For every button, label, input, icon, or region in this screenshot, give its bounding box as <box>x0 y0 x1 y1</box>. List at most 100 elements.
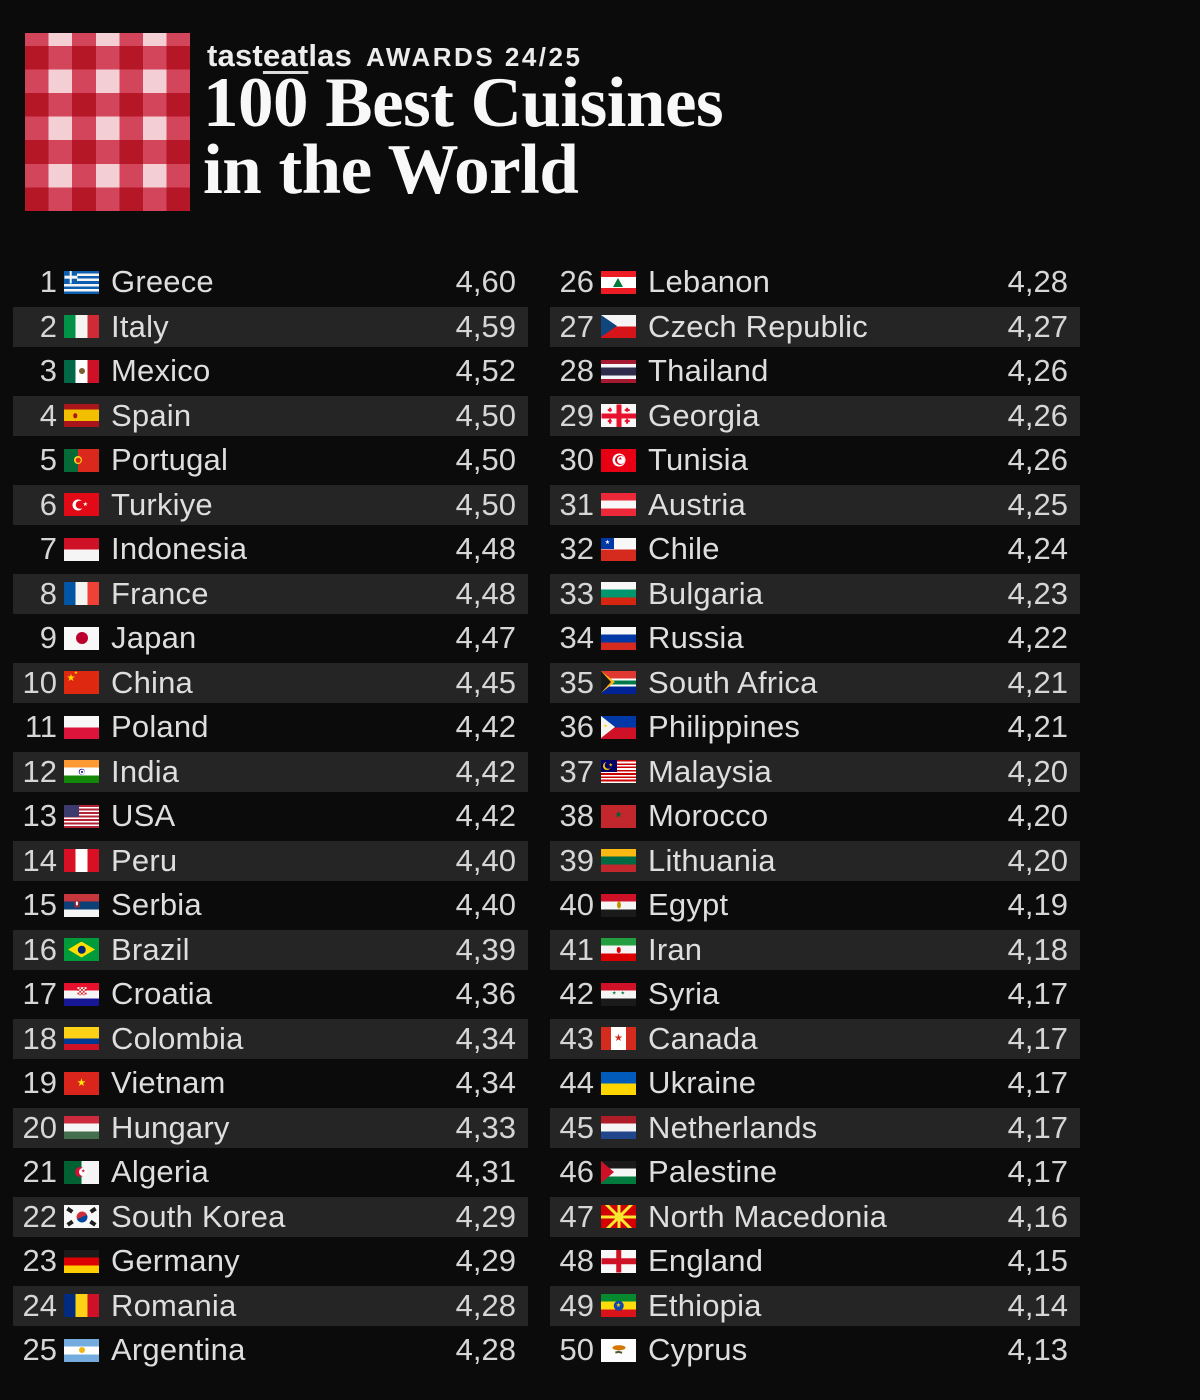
rank-number: 25 <box>22 1332 57 1367</box>
rank-number: 24 <box>22 1287 57 1323</box>
list-item: 36 ★ Philippines 4,21 <box>550 707 1080 747</box>
list-item: 33 Bulgaria 4,23 <box>550 573 1080 614</box>
flag-brazil <box>64 938 99 961</box>
rank-number: 19 <box>22 1065 57 1100</box>
rank-number: 7 <box>39 531 57 566</box>
country-name: India <box>111 753 180 789</box>
country-name: Poland <box>111 709 209 744</box>
score-value: 4,42 <box>455 753 516 789</box>
country-name: Russia <box>648 620 744 655</box>
list-item: 18 Colombia 4,34 <box>13 1018 528 1059</box>
rank-number: 20 <box>22 1109 57 1145</box>
country-name: Netherlands <box>648 1109 818 1145</box>
flag-serbia <box>64 893 99 917</box>
list-item: 13 USA 4,42 <box>13 796 528 836</box>
flag-romania <box>64 1294 99 1317</box>
score-value: 4,40 <box>455 842 516 878</box>
list-item: 2 Italy 4,59 <box>13 306 528 347</box>
score-value: 4,26 <box>1007 442 1068 477</box>
score-value: 4,50 <box>455 397 516 433</box>
flag-georgia <box>601 404 636 427</box>
rank-number: 36 <box>559 709 594 744</box>
rank-number: 47 <box>559 1198 594 1234</box>
country-name: Serbia <box>111 887 202 922</box>
score-value: 4,52 <box>455 353 516 388</box>
score-value: 4,18 <box>1007 931 1068 967</box>
rank-number: 35 <box>559 664 594 700</box>
list-item: 1 Greece 4,60 <box>13 262 528 302</box>
flag-indonesia <box>64 537 99 561</box>
page-title: 100 Best Cuisines in the World <box>203 68 724 209</box>
rank-number: 17 <box>22 976 57 1011</box>
rank-number: 34 <box>559 620 594 655</box>
flag-argentina <box>64 1338 99 1362</box>
score-value: 4,36 <box>455 976 516 1011</box>
list-item: 42 ★ ★ Syria 4,17 <box>550 974 1080 1014</box>
score-value: 4,27 <box>1007 308 1068 344</box>
list-item: 22 South Korea 4,29 <box>13 1196 528 1237</box>
country-name: Romania <box>111 1287 237 1323</box>
score-value: 4,17 <box>1007 976 1068 1011</box>
brand-line: tasteatlas AWARDS 24/25 <box>207 38 582 74</box>
country-name: North Macedonia <box>648 1198 888 1234</box>
score-value: 4,47 <box>455 620 516 655</box>
score-value: 4,39 <box>455 931 516 967</box>
flag-chile: ★ <box>601 537 636 561</box>
flag-algeria: ★ <box>64 1160 99 1184</box>
list-item: 9 Japan 4,47 <box>13 618 528 658</box>
list-item: 16 Brazil 4,39 <box>13 929 528 970</box>
ranking-column-right: 26 Lebanon 4,28 27 Czech Republic 4,27 2… <box>550 262 1080 1375</box>
country-name: Italy <box>111 308 169 344</box>
flag-portugal <box>64 448 99 472</box>
score-value: 4,34 <box>455 1065 516 1100</box>
flag-hungary <box>64 1116 99 1139</box>
list-item: 41 Iran 4,18 <box>550 929 1080 970</box>
country-name: Malaysia <box>648 753 772 789</box>
country-name: Iran <box>648 931 703 967</box>
country-name: China <box>111 664 193 700</box>
country-name: Chile <box>648 531 720 566</box>
rank-number: 38 <box>559 798 594 833</box>
rank-number: 2 <box>39 308 57 344</box>
list-item: 31 Austria 4,25 <box>550 484 1080 525</box>
score-value: 4,29 <box>455 1198 516 1234</box>
score-value: 4,40 <box>455 887 516 922</box>
country-name: Tunisia <box>648 442 749 477</box>
rank-number: 26 <box>559 264 594 299</box>
flag-vietnam: ★ <box>64 1071 99 1095</box>
rank-number: 28 <box>559 353 594 388</box>
ranking-list: 1 Greece 4,60 2 Italy 4,59 3 Mexico 4,52… <box>13 262 1080 1375</box>
country-name: Indonesia <box>111 531 248 566</box>
score-value: 4,24 <box>1007 531 1068 566</box>
list-item: 30 ★ Tunisia 4,26 <box>550 440 1080 480</box>
rank-number: 9 <box>39 620 57 655</box>
flag-tunisia: ★ <box>601 448 636 472</box>
country-name: Cyprus <box>648 1332 748 1367</box>
score-value: 4,25 <box>1007 486 1068 522</box>
tasteatlas-gingham-logo-icon <box>25 33 190 211</box>
flag-lebanon <box>601 270 636 294</box>
rank-number: 8 <box>39 575 57 611</box>
flag-north-macedonia <box>601 1205 636 1228</box>
score-value: 4,33 <box>455 1109 516 1145</box>
rank-number: 27 <box>559 308 594 344</box>
rank-number: 11 <box>24 709 57 744</box>
flag-bulgaria <box>601 582 636 605</box>
rank-number: 43 <box>559 1020 594 1056</box>
list-item: 14 Peru 4,40 <box>13 840 528 881</box>
flag-syria: ★ ★ <box>601 982 636 1006</box>
flag-south-korea <box>64 1205 99 1228</box>
list-item: 28 Thailand 4,26 <box>550 351 1080 391</box>
score-value: 4,22 <box>1007 620 1068 655</box>
score-value: 4,45 <box>455 664 516 700</box>
score-value: 4,50 <box>455 486 516 522</box>
score-value: 4,50 <box>455 442 516 477</box>
tasteatlas-wordmark: tasteatlas <box>207 38 353 73</box>
country-name: South Korea <box>111 1198 286 1234</box>
score-value: 4,17 <box>1007 1065 1068 1100</box>
page-title-line2: in the World <box>203 131 579 209</box>
list-item: 47 North Macedonia 4,16 <box>550 1196 1080 1237</box>
country-name: Czech Republic <box>648 308 868 344</box>
score-value: 4,48 <box>455 531 516 566</box>
